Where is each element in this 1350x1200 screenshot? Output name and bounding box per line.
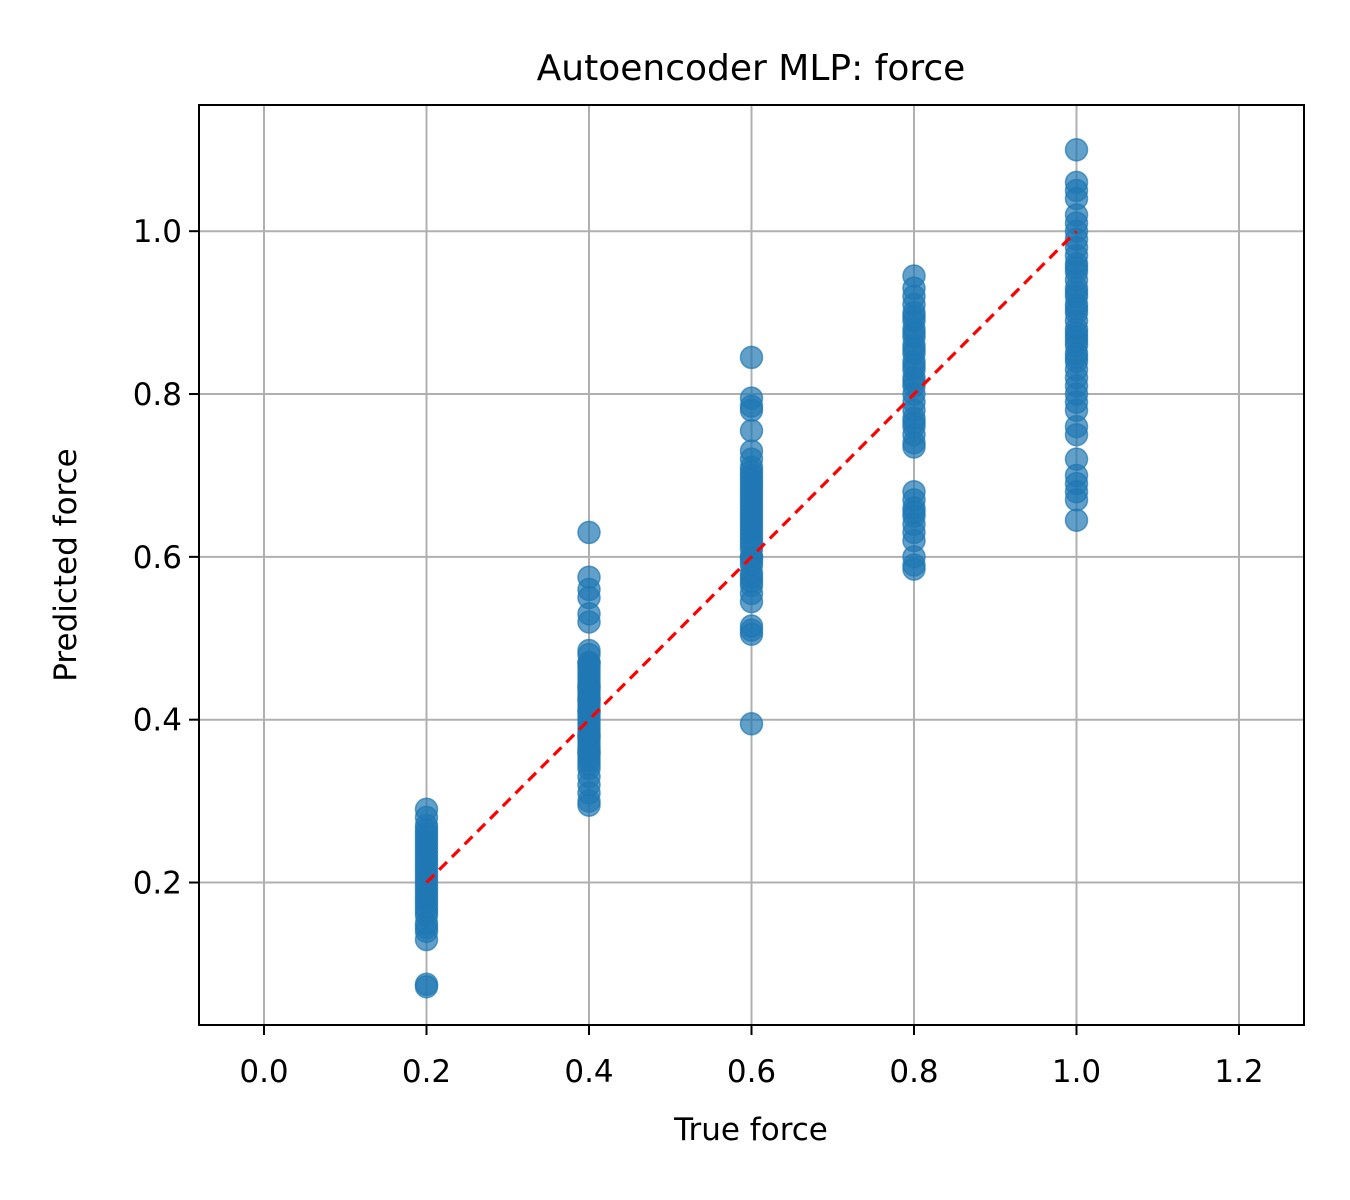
data-point bbox=[1064, 321, 1089, 345]
chart-title: Autoencoder MLP: force bbox=[537, 48, 966, 89]
y-tick-label: 0.6 bbox=[133, 540, 182, 576]
data-point bbox=[739, 569, 764, 594]
data-point bbox=[739, 622, 764, 646]
x-tick-label: 0.0 bbox=[239, 1054, 288, 1090]
data-point bbox=[577, 740, 601, 765]
data-point bbox=[902, 557, 926, 581]
data-point bbox=[414, 974, 439, 999]
data-point bbox=[577, 675, 601, 699]
data-point bbox=[739, 467, 764, 492]
y-axis-label: Predicted force bbox=[48, 448, 84, 681]
data-point bbox=[1064, 138, 1089, 162]
data-point bbox=[739, 589, 764, 614]
y-tick-label: 0.4 bbox=[133, 703, 182, 739]
data-point bbox=[902, 435, 926, 459]
data-point bbox=[902, 410, 926, 435]
data-point bbox=[577, 610, 601, 634]
data-point bbox=[1064, 345, 1089, 370]
data-point bbox=[1064, 488, 1089, 512]
x-tick-label: 0.4 bbox=[564, 1054, 613, 1090]
x-tick-label: 1.0 bbox=[1052, 1054, 1101, 1090]
data-points bbox=[414, 138, 1089, 999]
x-tick-label: 0.2 bbox=[402, 1054, 451, 1090]
data-point bbox=[739, 418, 764, 443]
data-point bbox=[902, 370, 926, 394]
x-axis-label: True force bbox=[673, 1112, 828, 1148]
data-point bbox=[1064, 280, 1089, 305]
x-tick-label: 0.8 bbox=[889, 1054, 938, 1090]
data-point bbox=[577, 650, 601, 675]
data-point bbox=[739, 345, 764, 370]
y-axis-ticks: 0.2 0.4 0.6 0.8 1.0 bbox=[133, 214, 199, 902]
plot-frame bbox=[198, 104, 1305, 1026]
data-point bbox=[577, 699, 601, 724]
data-point bbox=[577, 520, 601, 545]
data-point bbox=[739, 516, 764, 541]
y-tick-label: 0.2 bbox=[133, 866, 182, 902]
data-point bbox=[1064, 422, 1089, 447]
x-tick-label: 0.6 bbox=[727, 1054, 776, 1090]
data-point bbox=[577, 793, 601, 817]
data-point bbox=[739, 712, 764, 736]
data-point bbox=[739, 398, 764, 423]
data-point bbox=[414, 927, 439, 952]
x-axis-ticks: 0.0 0.2 0.4 0.6 0.8 1.0 1.2 bbox=[239, 1025, 1264, 1090]
y-tick-label: 0.8 bbox=[133, 377, 182, 413]
reference-line bbox=[425, 230, 1078, 884]
y-tick-label: 1.0 bbox=[133, 214, 182, 250]
x-tick-label: 1.2 bbox=[1214, 1054, 1263, 1090]
data-point bbox=[1064, 256, 1089, 280]
data-point bbox=[1064, 508, 1089, 532]
data-point bbox=[902, 500, 926, 524]
